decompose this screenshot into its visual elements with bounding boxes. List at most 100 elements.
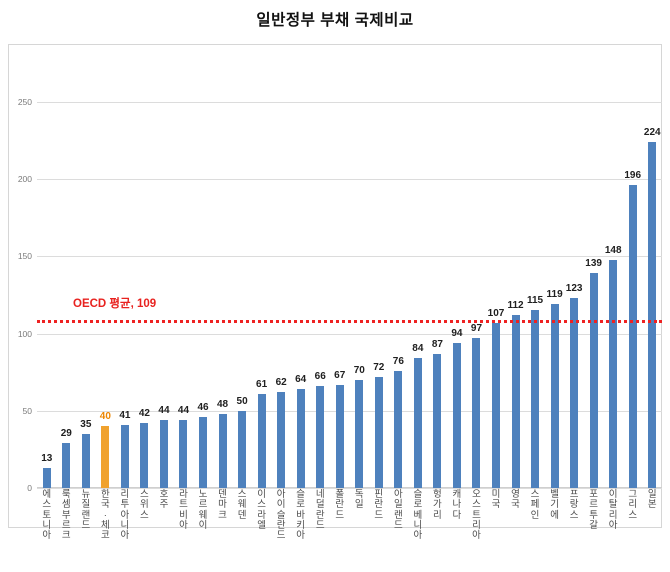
bar[interactable]: [511, 315, 520, 488]
bar[interactable]: [159, 420, 168, 488]
bar[interactable]: [433, 353, 442, 488]
category-label-slot: 스페인: [525, 489, 545, 523]
bar-slot: 112: [506, 102, 526, 488]
bar-slot: 224: [642, 102, 662, 488]
chart-title: 일반정부 부채 국제비교: [256, 12, 414, 29]
bar-value-label: 67: [334, 369, 346, 381]
bar-value-label: 13: [41, 452, 53, 464]
gridline-50: 50: [23, 406, 662, 416]
category-label-slot: 스웨덴: [232, 489, 252, 523]
bar[interactable]: [472, 338, 481, 488]
bar-value-label: 196: [624, 170, 642, 182]
bar-slot: 139: [584, 102, 604, 488]
bar-value-label: 40: [99, 411, 111, 423]
bar[interactable]: [628, 185, 637, 488]
category-label-slot: 헝가리: [428, 489, 448, 523]
category-label-slot: 에스토니아: [37, 489, 57, 543]
bar[interactable]: [335, 384, 344, 488]
bar-value-label: 46: [197, 401, 209, 413]
bar-value-label: 84: [412, 343, 424, 355]
category-label: 포르투갈: [589, 489, 599, 531]
bar[interactable]: [374, 376, 383, 488]
bar[interactable]: [199, 416, 208, 488]
bar[interactable]: [218, 413, 227, 488]
bar[interactable]: [277, 392, 286, 488]
bar[interactable]: [238, 410, 247, 488]
bar[interactable]: [413, 358, 422, 488]
bar-slot: 94: [447, 102, 467, 488]
bar-slot: 46: [193, 102, 213, 488]
bar-slot: 50: [232, 102, 252, 488]
category-label: 캐나다: [452, 489, 462, 521]
bar[interactable]: [62, 443, 71, 488]
bar[interactable]: [531, 310, 540, 488]
gridline-200: 200: [18, 174, 662, 184]
bar-slot: 115: [525, 102, 545, 488]
bar-slot: 97: [467, 102, 487, 488]
category-label: 덴마크: [218, 489, 227, 521]
bar[interactable]: [316, 386, 325, 488]
bar-value-label: 97: [470, 323, 483, 335]
bar-slot: 44: [154, 102, 174, 488]
bar[interactable]: [355, 379, 364, 488]
category-label-slot: 한국·체코: [96, 489, 116, 543]
bar-slot: 62: [271, 102, 291, 488]
y-axis-tick-label: 0: [27, 483, 32, 493]
bar-value-label: 139: [585, 258, 602, 270]
bar[interactable]: [42, 467, 51, 488]
bar-slot: 70: [350, 102, 370, 488]
bar-slot: 148: [603, 102, 623, 488]
bar[interactable]: [550, 304, 559, 488]
bar-value-label: 62: [275, 377, 287, 389]
category-label: 호주: [159, 489, 169, 511]
bar-value-label: 41: [119, 409, 131, 421]
bar-value-label: 94: [451, 327, 463, 339]
category-label: 네덜란드: [315, 489, 325, 531]
gridline-250: 250: [18, 97, 662, 107]
bar[interactable]: [296, 389, 305, 488]
bar[interactable]: [179, 420, 188, 488]
bar[interactable]: [589, 273, 598, 488]
category-label-slot: 일본: [642, 489, 662, 512]
category-label-slot: 스위스: [135, 489, 155, 523]
bar[interactable]: [120, 424, 129, 488]
category-label-slot: 뉴질랜드: [76, 489, 96, 533]
bar-slot: 196: [623, 102, 643, 488]
category-label: 폴란드: [335, 489, 345, 521]
bar-value-label: 115: [526, 295, 544, 307]
bar-slot: 42: [135, 102, 155, 488]
bar[interactable]: [570, 298, 579, 488]
bar-value-label: 61: [256, 378, 268, 390]
bars-layer: 13 29 35 40 41 42 44 44 46 48 50 61 62 64 66 67 70 72 76 84…: [37, 102, 662, 488]
bar-value-label: 224: [643, 127, 661, 139]
bar[interactable]: [394, 370, 403, 488]
bar-slot: 35: [76, 102, 96, 488]
bar[interactable]: [81, 433, 90, 488]
bar-slot: 29: [57, 102, 77, 488]
bar[interactable]: [648, 142, 657, 488]
bar-value-label: 29: [60, 428, 72, 440]
oecd-average-line: [37, 319, 662, 323]
bar-value-label: 44: [177, 405, 190, 417]
category-label: 아일랜드: [393, 489, 403, 531]
category-label-slot: 아이슬란드: [271, 489, 291, 543]
bar-value-label: 64: [295, 374, 307, 386]
gridline-150: 150: [18, 251, 662, 261]
bar-slot: 48: [213, 102, 233, 488]
bar[interactable]: [609, 259, 618, 488]
y-axis-tick-label: 250: [17, 97, 32, 107]
category-label-slot: 폴란드: [330, 489, 350, 523]
bar-value-label: 48: [216, 398, 229, 410]
category-label-slot: 프랑스: [564, 489, 584, 523]
category-label-slot: 덴마크: [213, 489, 233, 523]
bar[interactable]: [491, 322, 500, 488]
bar-value-label: 35: [80, 418, 92, 430]
bar-value-label: 76: [392, 355, 404, 367]
bar-slot: 13: [37, 102, 57, 488]
bar[interactable]: [257, 393, 266, 488]
bar[interactable]: [101, 426, 110, 488]
category-label-slot: 노르웨이: [193, 489, 213, 533]
x-axis-baseline: [37, 487, 662, 488]
bar[interactable]: [452, 342, 461, 488]
bar[interactable]: [140, 423, 149, 488]
